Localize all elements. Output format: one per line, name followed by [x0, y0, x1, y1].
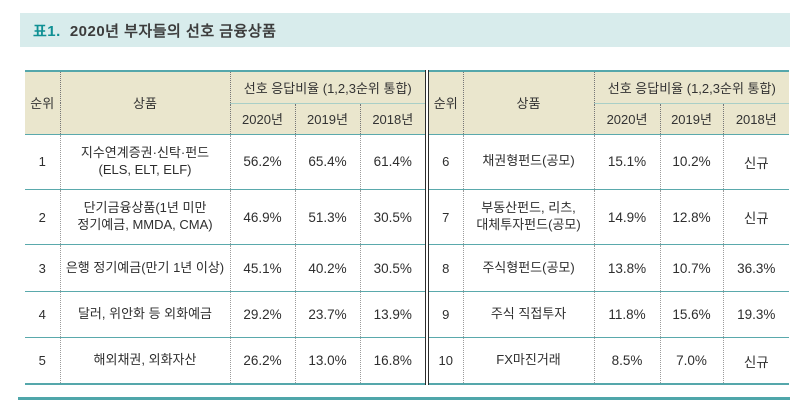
- product-header: 상품: [59, 71, 230, 134]
- product-cell: 단기금융상품(1년 미만 정기예금, MMDA, CMA): [59, 188, 230, 245]
- rank-cell: 4: [25, 290, 60, 338]
- year-header-2020: 2020년: [593, 103, 661, 134]
- table-number-label: 표1.: [33, 22, 61, 40]
- rank-header: 순위: [429, 71, 464, 134]
- year-header-2019: 2019년: [294, 103, 360, 134]
- table-row: 1 지수연계증권·신탁·펀드 (ELS, ELT, ELF) 56.2% 65.…: [25, 133, 426, 190]
- page-bottom-rule: [18, 397, 790, 400]
- product-cell: 은행 정기예금(만기 1년 이상): [59, 244, 230, 292]
- value-2020-cell: 56.2%: [229, 133, 295, 190]
- value-2018-cell: 16.8%: [359, 337, 426, 384]
- table-title-bar: 표1. 2020년 부자들의 선호 금융상품: [20, 13, 790, 47]
- rank-cell: 10: [429, 337, 464, 384]
- rank-cell: 3: [25, 244, 60, 292]
- value-2018-cell: 36.3%: [722, 244, 790, 292]
- rank-cell: 7: [429, 188, 464, 245]
- product-cell: 부동산펀드, 리츠, 대체투자펀드(공모): [462, 188, 595, 245]
- value-2018-cell: 신규: [722, 188, 790, 245]
- table-row: 5 해외채권, 외화자산 26.2% 13.0% 16.8%: [25, 337, 426, 384]
- product-cell: 채권형펀드(공모): [462, 133, 595, 190]
- year-header-2019: 2019년: [659, 103, 724, 134]
- value-2019-cell: 51.3%: [294, 188, 360, 245]
- rank-cell: 6: [429, 133, 464, 190]
- value-2020-cell: 8.5%: [593, 337, 661, 384]
- value-2020-cell: 29.2%: [229, 290, 295, 338]
- value-2019-cell: 7.0%: [659, 337, 724, 384]
- ratio-header: 선호 응답비율 (1,2,3순위 통합): [229, 71, 426, 104]
- value-2019-cell: 40.2%: [294, 244, 360, 292]
- value-2019-cell: 23.7%: [294, 290, 360, 338]
- rank-cell: 9: [429, 290, 464, 338]
- page-title: 2020년 부자들의 선호 금융상품: [69, 22, 277, 40]
- rank-cell: 1: [25, 133, 60, 190]
- value-2018-cell: 30.5%: [359, 188, 426, 245]
- table-row: 7 부동산펀드, 리츠, 대체투자펀드(공모) 14.9% 12.8% 신규: [429, 188, 790, 245]
- product-header: 상품: [462, 71, 595, 134]
- value-2018-cell: 13.9%: [359, 290, 426, 338]
- table-row: 2 단기금융상품(1년 미만 정기예금, MMDA, CMA) 46.9% 51…: [25, 188, 426, 245]
- value-2018-cell: 19.3%: [722, 290, 790, 338]
- value-2018-cell: 신규: [722, 133, 790, 190]
- value-2019-cell: 10.7%: [659, 244, 724, 292]
- preferred-products-table: 순위 상품 선호 응답비율 (1,2,3순위 통합) 2020년 2019년 2…: [25, 70, 790, 385]
- value-2019-cell: 13.0%: [294, 337, 360, 384]
- value-2020-cell: 46.9%: [229, 188, 295, 245]
- value-2020-cell: 13.8%: [593, 244, 661, 292]
- value-2018-cell: 신규: [722, 337, 790, 384]
- year-header-2020: 2020년: [229, 103, 295, 134]
- value-2020-cell: 45.1%: [229, 244, 295, 292]
- table-row: 9 주식 직접투자 11.8% 15.6% 19.3%: [429, 290, 790, 338]
- table-right-half: 순위 상품 선호 응답비율 (1,2,3순위 통합) 2020년 2019년 2…: [429, 70, 790, 385]
- value-2019-cell: 10.2%: [659, 133, 724, 190]
- table-row: 8 주식형펀드(공모) 13.8% 10.7% 36.3%: [429, 244, 790, 292]
- product-cell: 해외채권, 외화자산: [59, 337, 230, 384]
- value-2020-cell: 11.8%: [593, 290, 661, 338]
- value-2018-cell: 61.4%: [359, 133, 426, 190]
- value-2020-cell: 15.1%: [593, 133, 661, 190]
- table-halves-divider: [425, 70, 430, 385]
- product-cell: FX마진거래: [462, 337, 595, 384]
- year-header-2018: 2018년: [722, 103, 790, 134]
- value-2020-cell: 14.9%: [593, 188, 661, 245]
- value-2020-cell: 26.2%: [229, 337, 295, 384]
- table-row: 4 달러, 위안화 등 외화예금 29.2% 23.7% 13.9%: [25, 290, 426, 338]
- product-cell: 달러, 위안화 등 외화예금: [59, 290, 230, 338]
- rank-cell: 8: [429, 244, 464, 292]
- table-row: 10 FX마진거래 8.5% 7.0% 신규: [429, 337, 790, 384]
- ratio-header: 선호 응답비율 (1,2,3순위 통합): [593, 71, 790, 104]
- value-2019-cell: 12.8%: [659, 188, 724, 245]
- table-row: 6 채권형펀드(공모) 15.1% 10.2% 신규: [429, 133, 790, 190]
- value-2019-cell: 65.4%: [294, 133, 360, 190]
- year-header-2018: 2018년: [359, 103, 426, 134]
- rank-header: 순위: [25, 71, 60, 134]
- value-2019-cell: 15.6%: [659, 290, 724, 338]
- value-2018-cell: 30.5%: [359, 244, 426, 292]
- table-left-half: 순위 상품 선호 응답비율 (1,2,3순위 통합) 2020년 2019년 2…: [25, 70, 426, 385]
- table-row: 3 은행 정기예금(만기 1년 이상) 45.1% 40.2% 30.5%: [25, 244, 426, 292]
- product-cell: 주식형펀드(공모): [462, 244, 595, 292]
- rank-cell: 2: [25, 188, 60, 245]
- rank-cell: 5: [25, 337, 60, 384]
- product-cell: 주식 직접투자: [462, 290, 595, 338]
- product-cell: 지수연계증권·신탁·펀드 (ELS, ELT, ELF): [59, 133, 230, 190]
